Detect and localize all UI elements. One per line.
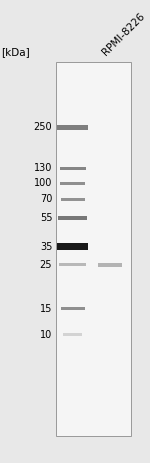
Text: 35: 35 bbox=[40, 242, 52, 252]
Bar bbox=[98, 263, 122, 267]
Bar bbox=[61, 198, 85, 201]
Text: 130: 130 bbox=[34, 163, 52, 173]
Bar bbox=[61, 307, 85, 310]
Bar bbox=[58, 216, 87, 220]
Text: 10: 10 bbox=[40, 330, 52, 340]
Bar bbox=[57, 125, 88, 130]
Bar bbox=[60, 181, 85, 185]
Text: 100: 100 bbox=[34, 178, 52, 188]
Bar bbox=[59, 263, 86, 267]
Bar bbox=[56, 62, 131, 436]
Bar bbox=[63, 333, 82, 336]
Bar bbox=[57, 244, 88, 250]
Text: 25: 25 bbox=[40, 260, 52, 270]
Text: 15: 15 bbox=[40, 304, 52, 313]
Bar bbox=[60, 167, 86, 170]
Text: RPMI-8226: RPMI-8226 bbox=[100, 11, 147, 57]
Text: 55: 55 bbox=[40, 213, 52, 223]
Text: 250: 250 bbox=[34, 122, 52, 132]
Text: 70: 70 bbox=[40, 194, 52, 204]
Text: [kDa]: [kDa] bbox=[1, 47, 30, 57]
